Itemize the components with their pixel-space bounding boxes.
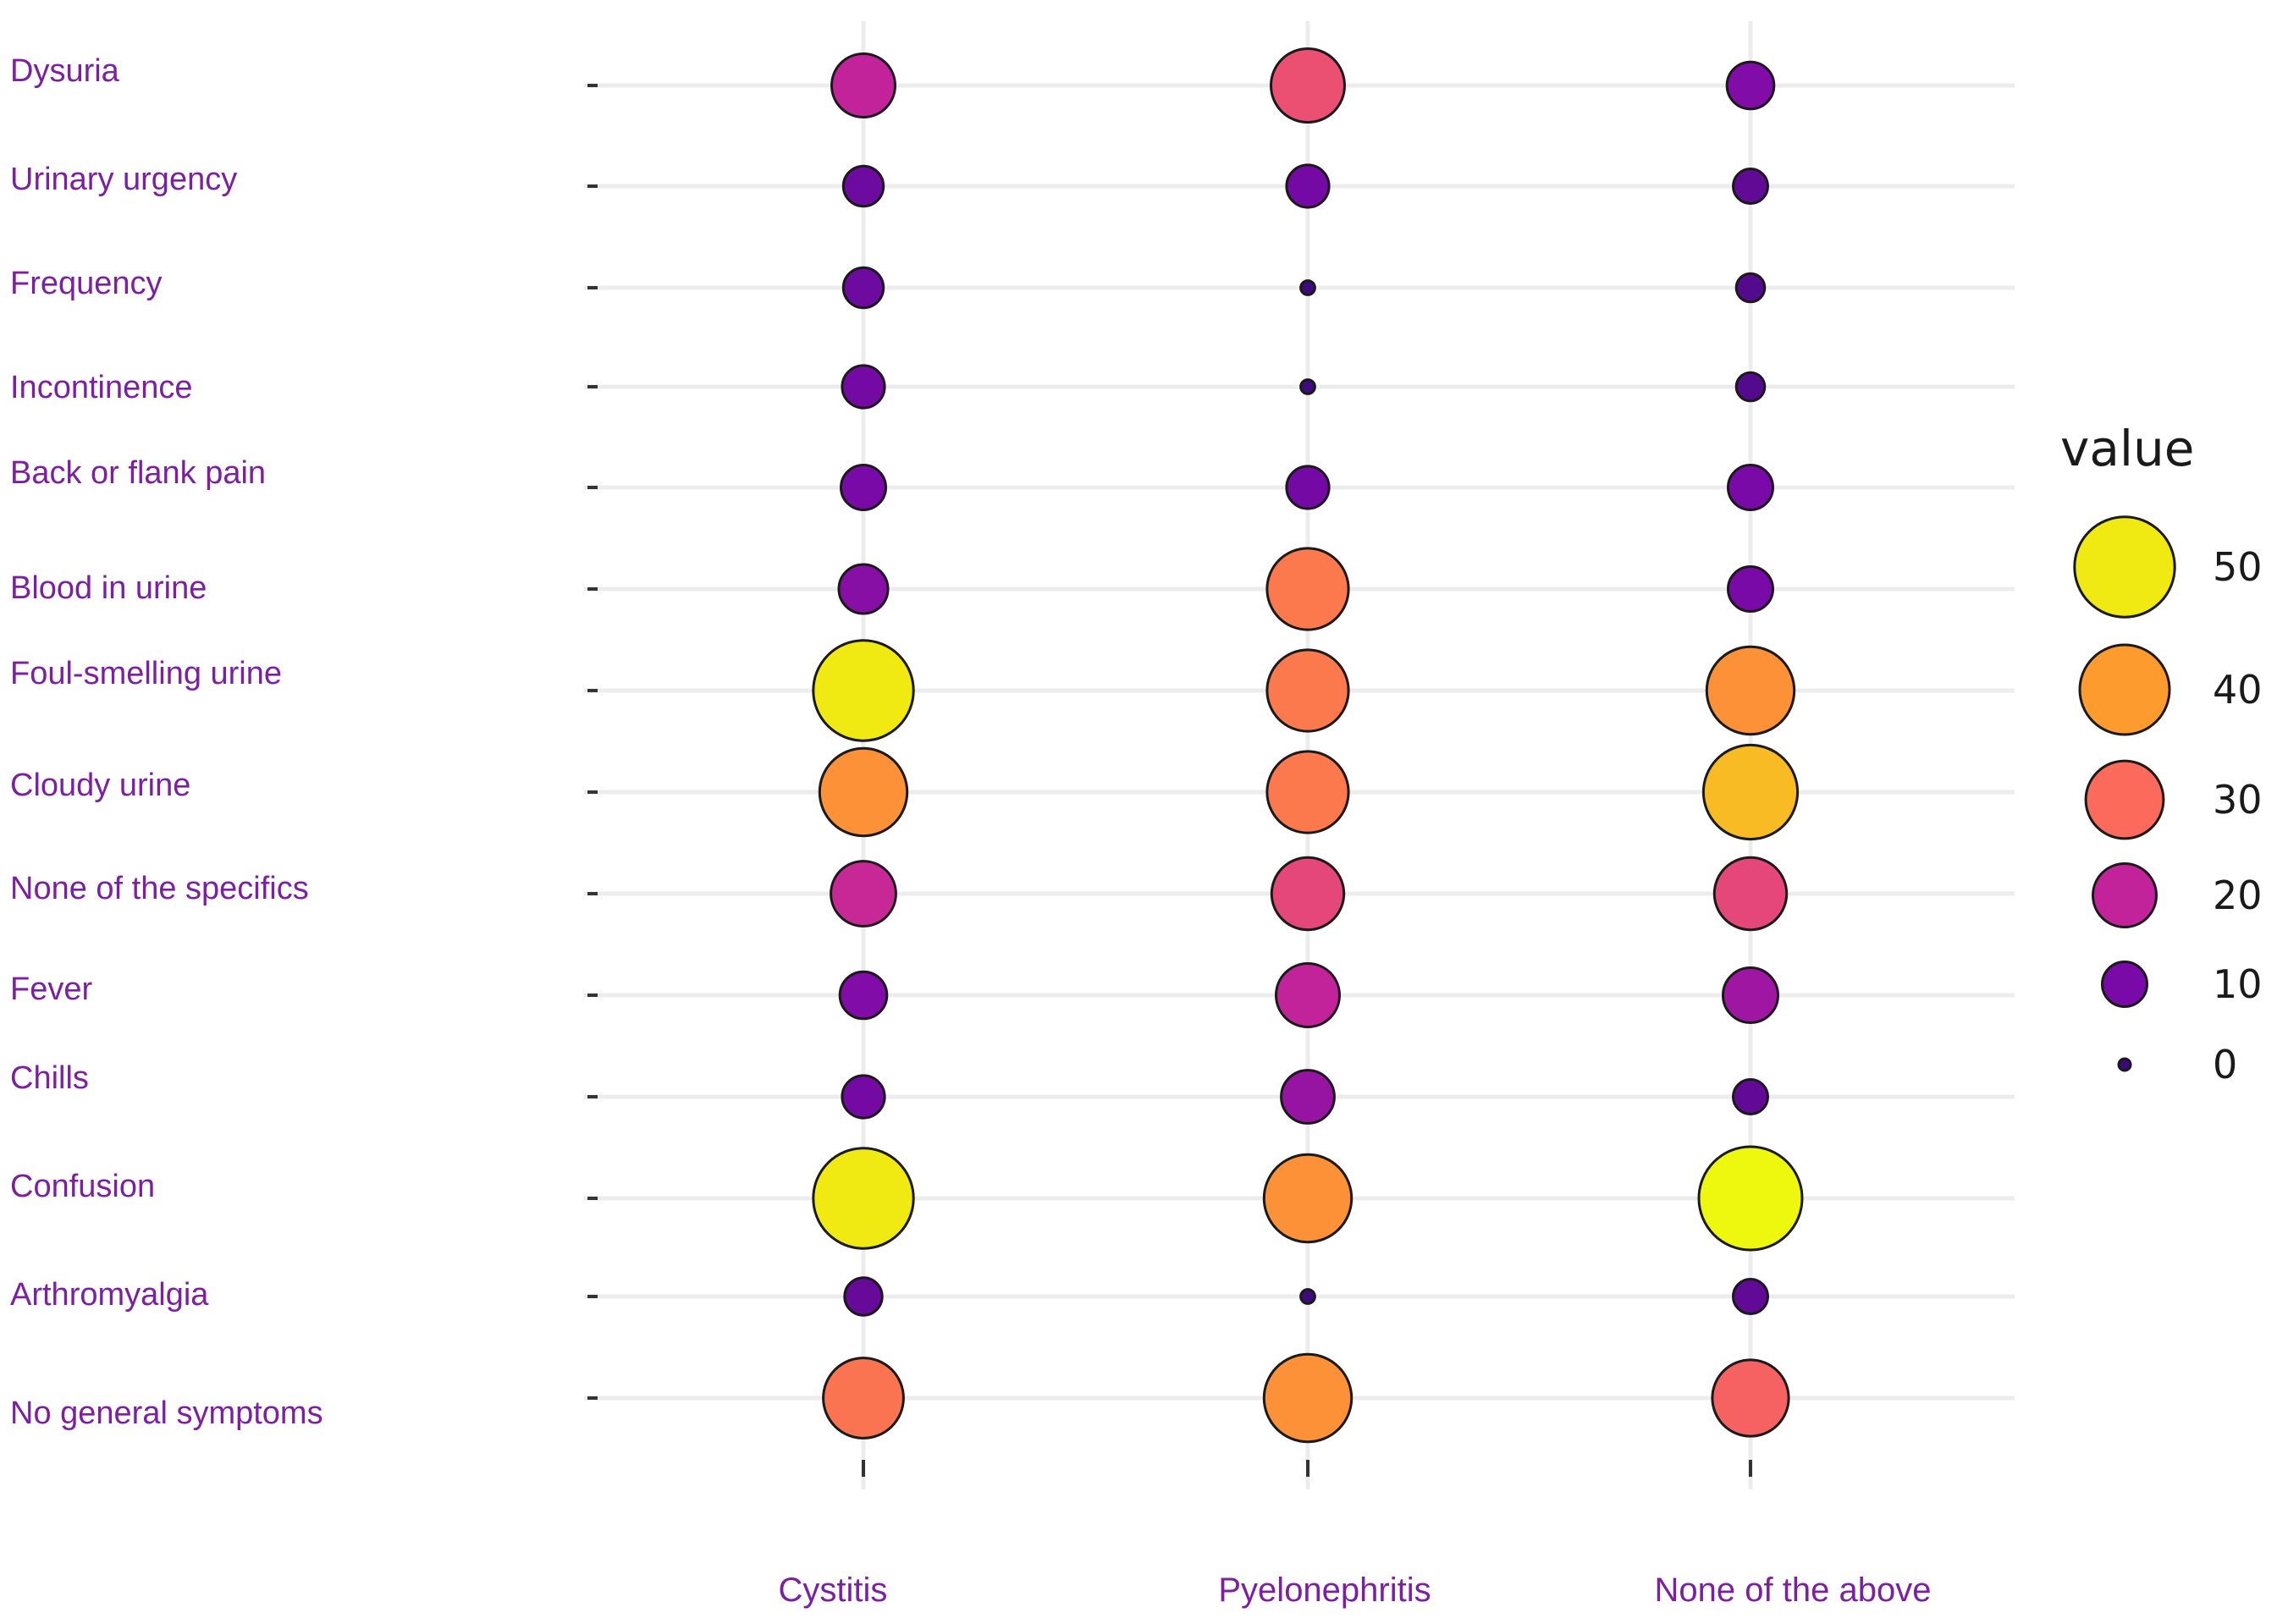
bubble-point: None of the specifics / None of the abov… (1712, 856, 1789, 932)
bubble-point: Frequency / Pyelonephritis: 1 (1299, 279, 1316, 296)
y-tick-label: Back or flank pain (10, 455, 266, 491)
bubble-point: Chills / Pyelonephritis: 14 (1280, 1069, 1336, 1125)
bubble-point: Confusion / Pyelonephritis: 38 (1262, 1153, 1354, 1244)
bubble-point: No general symptoms / Cystitis: 32 (822, 1357, 905, 1440)
bubble-point: Dysuria / Pyelonephritis: 27 (1270, 47, 1346, 124)
legend-label: 40 (2213, 667, 2263, 713)
legend-title: value (2060, 420, 2194, 477)
bubble-point: Urinary urgency / Pyelonephritis: 9 (1285, 163, 1331, 209)
legend-swatch (2073, 515, 2176, 619)
bubble-point: Blood in urine / Cystitis: 12 (837, 563, 890, 615)
y-tick-label: Cloudy urine (10, 768, 190, 803)
bubble-point: None of the specifics / Cystitis: 21 (830, 860, 897, 928)
bubble-point: Chills / None of the above: 6 (1732, 1078, 1769, 1115)
bubble-point: Frequency / Cystitis: 8 (841, 266, 885, 310)
bubble-point: Incontinence / Pyelonephritis: 1 (1299, 378, 1316, 395)
bubble-point: Frequency / None of the above: 4 (1734, 272, 1767, 304)
bubble-point: Arthromyalgia / None of the above: 6 (1732, 1278, 1769, 1315)
bubble-point: No general symptoms / None of the above:… (1711, 1358, 1790, 1438)
bubble-point: Fever / Pyelonephritis: 20 (1275, 962, 1341, 1028)
bubble-point: Chills / Cystitis: 9 (841, 1074, 886, 1120)
bubble-point: Cloudy urine / Pyelonephritis: 33 (1265, 750, 1350, 834)
x-tick-label: Pyelonephritis (1218, 1572, 1431, 1609)
legend-swatch (2101, 961, 2148, 1008)
bubble-point: Back or flank pain / None of the above: … (1727, 464, 1774, 511)
bubble-point: Cloudy urine / None of the above: 44 (1701, 743, 1800, 841)
bubble-point: Dysuria / Cystitis: 20 (830, 52, 896, 118)
y-axis-labels: Dysuria Urinary urgency Frequency Incontine… (10, 53, 323, 1431)
axis-ticks (587, 84, 1752, 1477)
bubble-point: Incontinence / None of the above: 4 (1734, 371, 1767, 403)
bubble-point: Fever / None of the above: 15 (1722, 966, 1779, 1024)
bubble-point: Confusion / None of the above: 53 (1697, 1145, 1804, 1252)
bubble-point: Arthromyalgia / Pyelonephritis: 1 (1299, 1288, 1316, 1305)
legend-label: 0 (2213, 1042, 2237, 1087)
y-tick-label: Arthromyalgia (10, 1277, 209, 1313)
bubble-point: Dysuria / None of the above: 11 (1725, 60, 1776, 111)
bubble-point: Cloudy urine / Cystitis: 38 (818, 746, 909, 838)
legend-label: 30 (2213, 777, 2263, 823)
y-tick-label: No general symptoms (10, 1396, 323, 1431)
bubble-point: Blood in urine / None of the above: 10 (1727, 565, 1774, 613)
y-tick-label: None of the specifics (10, 871, 309, 906)
y-tick-label: Incontinence (10, 370, 193, 405)
bubble-point: Arthromyalgia / Cystitis: 7 (843, 1276, 884, 1317)
y-tick-label: Blood in urine (10, 570, 207, 606)
bubble-point: Foul-smelling urine / Cystitis: 50 (812, 639, 915, 742)
legend-label: 20 (2213, 873, 2263, 918)
y-tick-label: Fever (10, 972, 92, 1007)
bubble-point: Incontinence / Cystitis: 9 (841, 364, 886, 410)
x-axis-labels: Cystitis Pyelonephritis None of the above (779, 1572, 1932, 1609)
legend-label: 50 (2213, 544, 2263, 590)
legend-swatch (2117, 1057, 2132, 1072)
bubble-point: Back or flank pain / Cystitis: 10 (840, 464, 887, 511)
y-tick-label: Foul-smelling urine (10, 656, 282, 691)
legend: value 50 40 30 20 10 0 (2060, 420, 2263, 1087)
y-tick-label: Chills (10, 1060, 89, 1096)
bubble-point: Back or flank pain / Pyelonephritis: 9 (1285, 465, 1331, 510)
bubble-point: Confusion / Cystitis: 50 (812, 1147, 915, 1250)
legend-swatch (2078, 643, 2171, 736)
x-tick-label: None of the above (1655, 1572, 1932, 1609)
bubble-point: None of the specifics / Pyelonephritis: … (1270, 856, 1346, 932)
bubble-point: Foul-smelling urine / Pyelonephritis: 33 (1265, 648, 1350, 733)
x-tick-label: Cystitis (779, 1572, 888, 1609)
y-tick-label: Urinary urgency (10, 162, 237, 197)
bubble-point: Blood in urine / Pyelonephritis: 33 (1265, 547, 1350, 631)
y-tick-label: Frequency (10, 266, 163, 301)
bubble-point: Urinary urgency / None of the above: 6 (1732, 168, 1769, 205)
y-tick-label: Confusion (10, 1169, 155, 1204)
legend-swatch (2092, 862, 2158, 928)
bubble-point: No general symptoms / Pyelonephritis: 38 (1262, 1352, 1354, 1444)
y-tick-label: Dysuria (10, 53, 120, 89)
bubble-point: Foul-smelling urine / None of the above:… (1705, 645, 1796, 736)
bubble-point: Urinary urgency / Cystitis: 8 (841, 164, 885, 208)
bubbles: Dysuria / Cystitis: 20 Urinary urgency / … (812, 47, 1804, 1444)
legend-label: 10 (2213, 961, 2263, 1007)
legend-swatch (2084, 759, 2165, 840)
bubble-point: Fever / Cystitis: 11 (838, 970, 889, 1021)
